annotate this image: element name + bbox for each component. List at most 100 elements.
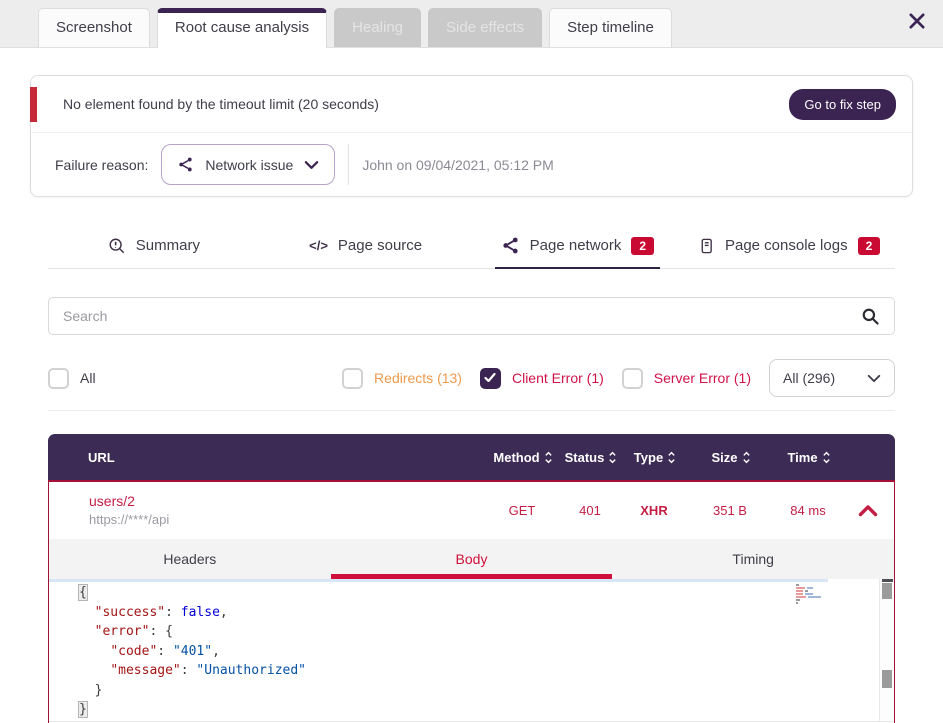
failure-reason-row: Failure reason: Network issue John on 09… [31,133,912,196]
chevron-up-icon [858,504,878,517]
sort-icon [544,450,553,465]
json-close-brace: } [79,682,103,698]
close-icon [908,12,930,30]
column-method[interactable]: Method [487,450,559,465]
tab-page-source[interactable]: </> Page source [260,225,472,268]
request-method: GET [508,503,536,518]
filter-all-label: All [80,370,96,386]
tab-summary[interactable]: Summary [48,225,260,268]
column-time-label: Time [787,449,818,465]
checkbox-server-error[interactable] [621,367,643,389]
type-filter-dropdown[interactable]: All (296) [769,359,895,397]
filter-redirects-label: Redirects (13) [374,370,462,386]
vertical-divider [348,144,350,185]
request-detail-tabs: Headers Body Timing [49,539,894,579]
tab-root-cause-analysis[interactable]: Root cause analysis [156,8,328,48]
tab-page-source-label: Page source [337,237,423,254]
sort-icon [667,450,676,465]
json-value: "Unauthorized" [196,663,306,678]
filter-redirects[interactable]: Redirects (13) [342,367,462,389]
search-input[interactable] [63,308,861,324]
error-accent-bar [30,87,37,122]
collapse-row-button[interactable] [842,504,894,517]
json-value: "401" [172,643,213,659]
json-key: "message" [110,663,181,678]
summary-magnifier-alert-icon [108,237,126,255]
column-size[interactable]: Size [687,450,775,465]
tab-page-network[interactable]: Page network 2 [472,225,684,269]
error-banner-card: No element found by the timeout limit (2… [30,75,913,197]
request-type: XHR [640,503,668,518]
column-url: URL [88,449,115,465]
request-url: https://****/api [89,512,170,528]
failure-reason-label: Failure reason: [55,156,149,173]
network-requests-table: URL Method Status Type Size [48,434,895,723]
column-status-label: Status [564,449,605,465]
close-button[interactable] [908,10,930,32]
code-icon: </> [309,238,328,253]
table-header: URL Method Status Type Size [48,434,895,480]
request-name[interactable]: users/2 [89,492,135,509]
column-type[interactable]: Type [623,450,687,465]
sort-icon [742,450,751,465]
table-row[interactable]: users/2 https://****/api GET 401 XHR 351… [49,482,894,539]
viewer-bottom-strip [49,721,894,723]
tab-page-console-logs-label: Page console logs [724,237,848,254]
editor-scrollbar[interactable] [879,579,893,721]
request-size: 351 B [713,503,747,518]
tab-summary-label: Summary [135,237,200,254]
filter-all[interactable]: All [48,367,96,389]
tab-screenshot[interactable]: Screenshot [38,8,150,47]
checkbox-all[interactable] [48,367,69,389]
network-share-icon [177,156,194,173]
search-icon[interactable] [861,307,880,326]
tab-healing: Healing [334,8,422,47]
search-bar [48,297,895,335]
chevron-down-icon [867,374,881,383]
tab-step-timeline[interactable]: Step timeline [549,8,672,47]
json-key: "code" [110,643,158,659]
json-key: "error" [94,624,150,639]
json-key: "success" [94,604,166,620]
failure-reason-dropdown[interactable]: Network issue [161,144,336,185]
filter-server-error-label: Server Error (1) [653,370,751,386]
column-method-label: Method [493,449,540,465]
scrollbar-thumb[interactable] [882,670,892,688]
page-console-badge: 2 [857,236,881,255]
checkbox-client-error[interactable] [479,367,501,389]
code-minimap [796,584,832,605]
analysis-tab-bar: Summary </> Page source Page network 2 P… [48,225,895,269]
column-size-label: Size [711,449,738,465]
column-time[interactable]: Time [775,450,843,465]
go-to-fix-step-button[interactable]: Go to fix step [789,88,896,120]
check-icon [484,373,497,383]
column-status[interactable]: Status [559,450,623,465]
chevron-down-icon [304,160,319,170]
tab-page-console-logs[interactable]: Page console logs 2 [683,225,895,268]
filter-server-error[interactable]: Server Error (1) [621,367,751,389]
filter-client-error-label: Client Error (1) [511,370,604,386]
response-json: { "success": false, "error": { "code": "… [79,585,306,717]
tab-headers[interactable]: Headers [163,551,217,567]
error-message: No element found by the timeout limit (2… [63,96,379,112]
json-open-brace: { [79,585,87,600]
response-body-viewer[interactable]: { "success": false, "error": { "code": "… [49,579,894,721]
sort-icon [822,450,831,465]
tab-body[interactable]: Body [330,539,613,579]
tab-timing[interactable]: Timing [732,551,774,567]
filter-client-error[interactable]: Client Error (1) [479,367,604,389]
editor-current-line-highlight [49,579,828,582]
scrollbar-cap [882,579,893,582]
scrollbar-thumb[interactable] [882,583,892,599]
request-status: 401 [579,503,601,518]
expanded-request-container: users/2 https://****/api GET 401 XHR 351… [48,480,895,723]
page-network-badge: 2 [631,236,655,255]
console-logs-icon [698,237,715,255]
tab-page-network-label: Page network [529,237,622,254]
request-time: 84 ms [790,503,826,518]
share-icon [501,236,520,255]
tab-side-effects: Side effects [428,8,543,47]
json-value: false [180,604,220,620]
checkbox-redirects[interactable] [342,367,364,389]
column-type-label: Type [633,449,664,465]
